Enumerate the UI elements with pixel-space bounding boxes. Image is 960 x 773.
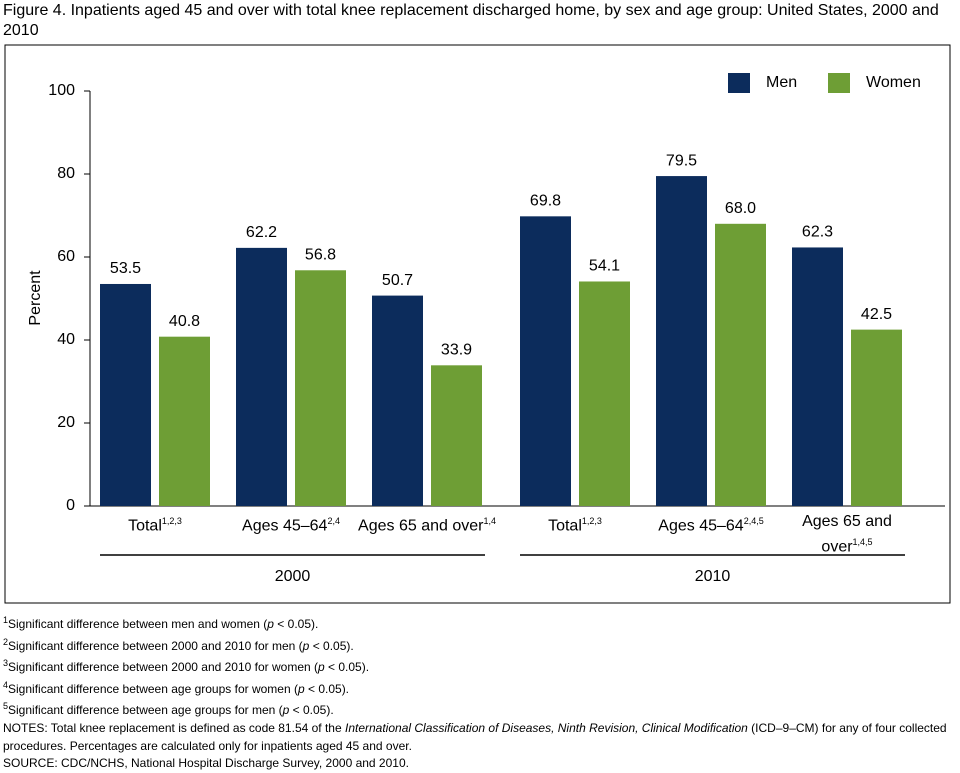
- footnote-text: p: [302, 638, 310, 653]
- footnote-text: < 0.05).: [304, 681, 350, 696]
- footnote-text: < 0.05).: [309, 638, 354, 653]
- x-tick-label: Total1,2,3: [505, 511, 645, 536]
- legend-label: Women: [866, 74, 921, 91]
- y-tick-label: 20: [57, 414, 75, 431]
- legend-swatch: [728, 73, 750, 93]
- x-tick-label: Ages 65 and over1,4: [357, 511, 497, 536]
- group-label: 2000: [275, 568, 311, 585]
- footnote-text: < 0.05).: [273, 617, 319, 631]
- data-label: 54.1: [589, 258, 620, 275]
- category-text: Total: [548, 517, 582, 535]
- bar: [431, 365, 482, 506]
- source: SOURCE: CDC/NCHS, National Hospital Disc…: [3, 756, 409, 771]
- page: Figure 4. Inpatients aged 45 and over wi…: [3, 2, 951, 771]
- y-tick-label: 40: [57, 331, 75, 348]
- bar: [792, 247, 843, 506]
- bar: [295, 270, 346, 506]
- footnote: 4Significant difference between age grou…: [3, 677, 955, 699]
- data-label: 33.9: [441, 342, 472, 359]
- chart-frame: [4, 44, 951, 604]
- data-label: 42.5: [861, 306, 892, 323]
- footnote: 1Significant difference between men and …: [3, 612, 955, 634]
- footnote-mark: 1: [3, 615, 9, 625]
- footnote-text: < 0.05).: [289, 703, 334, 718]
- bar: [851, 329, 902, 506]
- footnote: 3Significant difference between 2000 and…: [3, 655, 955, 677]
- data-label: 56.8: [305, 246, 336, 263]
- chart-title: Figure 4. Inpatients aged 45 and over wi…: [3, 2, 939, 39]
- bar: [100, 283, 151, 506]
- x-tick-label: Ages 45–642,4,5: [641, 511, 781, 536]
- x-tick-label: Total1,2,3: [85, 511, 225, 536]
- footnote-text: Significant difference between 2000 and …: [8, 638, 303, 653]
- y-axis-label: Percent: [27, 270, 44, 326]
- data-label: 62.2: [246, 224, 277, 241]
- chart: Percent 0 20 40 60 80 100 53.5 40.8 62.2 56.8 50.7…: [4, 44, 951, 604]
- footnote-text: p: [318, 660, 325, 675]
- data-label: 50.7: [382, 272, 413, 289]
- data-label: 40.8: [169, 313, 200, 330]
- y-tick-label: 100: [48, 82, 75, 99]
- x-tick-label: Ages 45–642,4: [221, 511, 361, 536]
- bar: [656, 176, 707, 506]
- legend-label: Men: [766, 74, 797, 91]
- footnote-text: p: [267, 617, 274, 631]
- notes-text: (ICD–9–CM) for any of four collected pro…: [3, 720, 947, 753]
- category-text: Ages 45–64: [242, 517, 328, 535]
- notes: NOTES: Total knee replacement is defined…: [3, 720, 955, 755]
- bar: [372, 295, 423, 506]
- notes-text: NOTES: Total knee replacement is defined…: [3, 720, 345, 735]
- group-label: 2010: [695, 568, 731, 585]
- data-label: 69.8: [530, 193, 561, 210]
- category-note: 1,2,3: [581, 516, 602, 526]
- category-text: Ages 45–64: [658, 517, 744, 535]
- bar: [159, 336, 210, 506]
- footnote-text: < 0.05).: [324, 660, 370, 675]
- bar: [236, 247, 287, 506]
- footnote-text: p: [282, 703, 290, 718]
- footnote-text: Significant difference between age group…: [8, 703, 283, 718]
- notes-text: International Classification of Diseases…: [344, 720, 748, 735]
- footnote-mark: 4: [3, 679, 9, 690]
- footnote-mark: 5: [3, 701, 9, 712]
- data-label: 79.5: [666, 152, 697, 169]
- legend-swatch: [828, 73, 850, 93]
- category-note: 1,4: [483, 516, 496, 526]
- category-note: 1,4,5: [852, 537, 873, 547]
- x-tick-label: Ages 65 and over1,4,5: [777, 511, 917, 557]
- footnote-text: Significant difference between men and w…: [8, 617, 268, 631]
- footnote-mark: 3: [3, 658, 9, 669]
- data-label: 53.5: [110, 260, 141, 277]
- data-label: 62.3: [802, 224, 833, 241]
- footnote: 5Significant difference between age grou…: [3, 698, 955, 720]
- category-text: Total: [128, 517, 162, 535]
- footnote: 2Significant difference between 2000 and…: [3, 634, 955, 656]
- category-note: 1,2,3: [161, 516, 182, 526]
- bar: [520, 216, 571, 506]
- category-text: Ages 65 and over: [358, 517, 484, 535]
- bar: [579, 281, 630, 506]
- footnote-text: Significant difference between 2000 and …: [8, 660, 318, 675]
- footnotes: 1Significant difference between men and …: [3, 612, 955, 773]
- category-note: 2,4: [327, 516, 340, 526]
- y-tick-label: 60: [57, 248, 75, 265]
- category-note: 2,4,5: [743, 516, 764, 526]
- footnote-text: p: [297, 681, 305, 696]
- category-text: Ages 65 and over: [802, 513, 892, 556]
- footnote-text: Significant difference between age group…: [8, 681, 298, 696]
- y-tick-label: 0: [66, 497, 75, 514]
- bar: [715, 223, 766, 507]
- data-label: 68.0: [725, 200, 756, 217]
- y-tick-label: 80: [57, 165, 75, 182]
- footnote-mark: 2: [3, 636, 9, 647]
